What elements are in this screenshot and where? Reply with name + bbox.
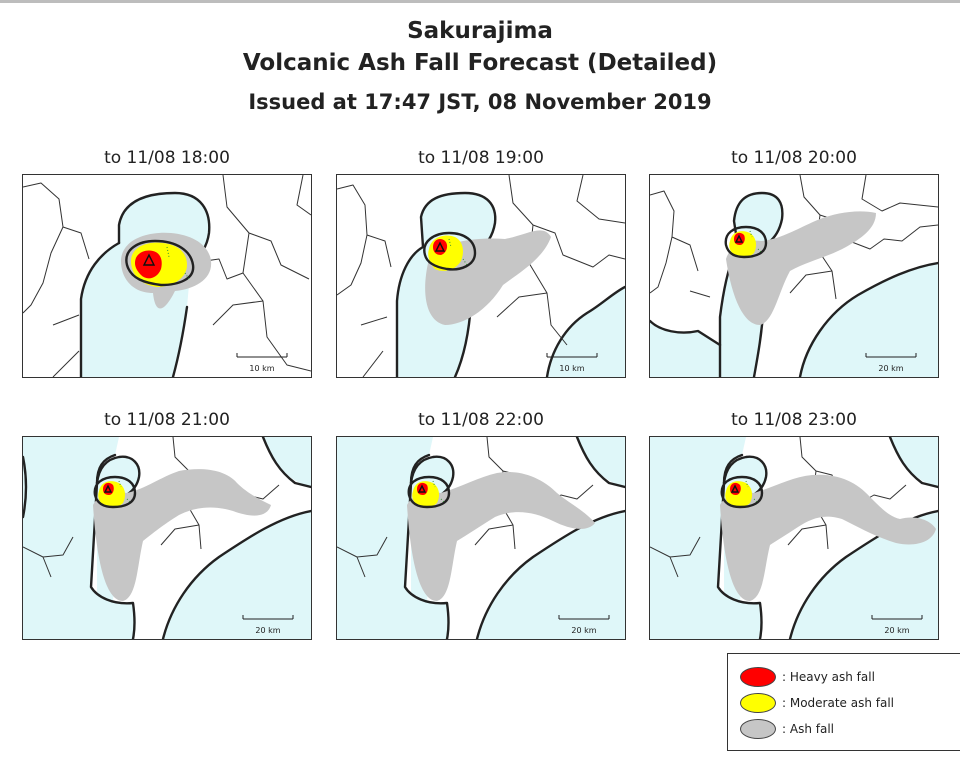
- legend-label: : Ash fall: [782, 722, 834, 736]
- forecast-panel-1: to 11/08 18:00 10 km: [22, 146, 312, 378]
- legend-label: : Moderate ash fall: [782, 696, 895, 710]
- panel-caption: to 11/08 19:00: [418, 148, 544, 168]
- forecast-map: 20 km: [336, 436, 626, 640]
- forecast-map: 10 km: [22, 174, 312, 378]
- panel-caption: to 11/08 22:00: [418, 410, 544, 430]
- scale-label: 20 km: [884, 626, 909, 635]
- legend-label: : Heavy ash fall: [782, 670, 875, 684]
- panel-caption: to 11/08 20:00: [731, 148, 857, 168]
- panel-caption: to 11/08 21:00: [104, 410, 230, 430]
- volcano-name: Sakurajima: [407, 18, 553, 44]
- panel-caption: to 11/08 23:00: [731, 410, 857, 430]
- moderate-ash-swatch-icon: [740, 693, 776, 713]
- forecast-panel-2: to 11/08 19:00 10 km: [336, 146, 626, 378]
- legend-item-moderate: : Moderate ash fall: [740, 692, 894, 714]
- top-divider: [0, 0, 960, 3]
- ash-swatch-icon: [740, 719, 776, 739]
- forecast-panel-5: to 11/08 22:00 20 km: [336, 408, 626, 640]
- forecast-panel-4: to 11/08 21:00 20 km: [22, 408, 312, 640]
- scale-label: 20 km: [255, 626, 280, 635]
- forecast-map: 20 km: [649, 174, 939, 378]
- scale-label: 10 km: [559, 364, 584, 373]
- heavy-ash-swatch-icon: [740, 667, 776, 687]
- legend-item-ash: : Ash fall: [740, 718, 834, 740]
- forecast-panel-3: to 11/08 20:00 20 km: [649, 146, 939, 378]
- issued-time: Issued at 17:47 JST, 08 November 2019: [248, 90, 712, 114]
- legend-item-heavy: : Heavy ash fall: [740, 666, 875, 688]
- forecast-map: 20 km: [22, 436, 312, 640]
- scale-label: 20 km: [571, 626, 596, 635]
- panel-caption: to 11/08 18:00: [104, 148, 230, 168]
- forecast-map: 10 km: [336, 174, 626, 378]
- forecast-map: 20 km: [649, 436, 939, 640]
- map-legend: : Heavy ash fall : Moderate ash fall : A…: [727, 653, 960, 751]
- forecast-panel-6: to 11/08 23:00 20 km: [649, 408, 939, 640]
- scale-label: 10 km: [249, 364, 274, 373]
- forecast-title: Volcanic Ash Fall Forecast (Detailed): [242, 50, 718, 76]
- scale-label: 20 km: [878, 364, 903, 373]
